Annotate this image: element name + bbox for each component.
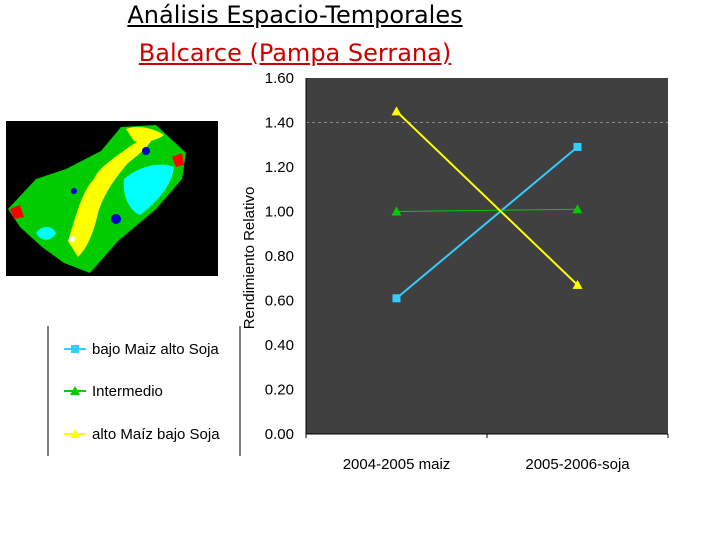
series-line (395, 110, 579, 286)
legend-entry: Intermedio (64, 383, 163, 400)
legend-frame (47, 326, 241, 456)
series-line (395, 146, 579, 300)
map-very-low-spot-2 (142, 147, 150, 155)
y-tick-label: 1.20 (265, 159, 294, 176)
legend: bajo Maiz alto Soja Intermedio alto Maíz b… (64, 341, 220, 443)
legend-entry: bajo Maiz alto Soja (64, 341, 219, 358)
plot-area (306, 78, 668, 434)
legend-swatch-marker (70, 386, 80, 395)
y-tick-label: 1.40 (265, 115, 294, 132)
map-very-low-spot-3 (71, 188, 77, 194)
series-3 (391, 106, 583, 289)
legend-label: alto Maíz bajo Soja (92, 426, 220, 443)
data-point (573, 142, 582, 151)
y-tick-label: 0.20 (265, 382, 294, 399)
slide-title: Análisis Espacio-Temporales (127, 1, 463, 29)
y-tick-label: 0.60 (265, 293, 294, 310)
data-point (391, 106, 402, 116)
y-tick-label: 0.00 (265, 426, 294, 443)
data-point (392, 294, 401, 303)
y-tick-label: 0.80 (265, 248, 294, 265)
map-low-zone-2 (36, 227, 56, 240)
y-tick-label: 1.60 (265, 70, 294, 87)
y-axis-label: Rendimiento Relativo (241, 187, 258, 330)
map-high-zone (68, 131, 156, 257)
map-high-zone-2 (126, 127, 164, 142)
slide-subtitle: Balcarce (Pampa Serrana) (138, 39, 452, 67)
axes (305, 78, 669, 438)
series-2 (391, 204, 583, 216)
legend-label: Intermedio (92, 383, 163, 400)
series-layer (391, 106, 583, 303)
legend-swatch-marker (71, 345, 79, 353)
yield-zone-map (6, 121, 218, 276)
series-line (396, 208, 578, 212)
x-category-label: 2004-2005 maiz (343, 456, 451, 473)
series-1 (392, 142, 582, 303)
y-tick-label: 0.40 (265, 337, 294, 354)
legend-label: bajo Maiz alto Soja (92, 341, 219, 358)
map-border-spot-2 (172, 153, 184, 167)
data-point (572, 204, 583, 214)
legend-swatch-marker (70, 429, 80, 438)
yield-zone-map-image (6, 121, 218, 276)
data-point (572, 279, 583, 289)
y-tick-labels: 0.00 0.20 0.40 0.60 0.80 1.00 1.20 1.40 1.60 (265, 70, 294, 443)
map-center-spot (69, 236, 75, 242)
data-point (391, 206, 402, 216)
y-tick-label: 1.00 (265, 204, 294, 221)
legend-entry: alto Maíz bajo Soja (64, 426, 220, 443)
map-very-low-spot (111, 214, 121, 224)
map-low-zone (123, 164, 174, 215)
x-category-labels: 2004-2005 maiz 2005-2006-soja (343, 456, 631, 473)
map-border-spot (10, 205, 24, 219)
x-category-label: 2005-2006-soja (525, 456, 630, 473)
